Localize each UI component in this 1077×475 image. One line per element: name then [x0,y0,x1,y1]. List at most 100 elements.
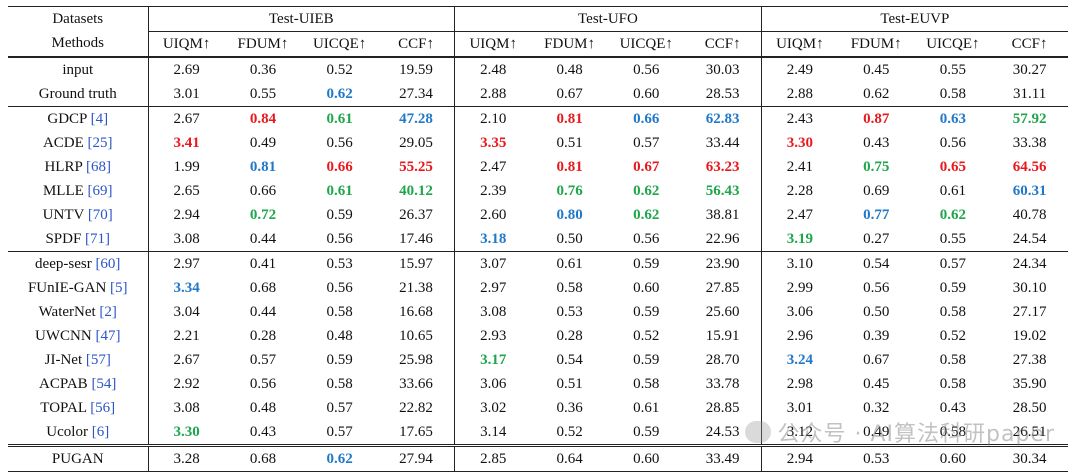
metric-value-cell: 3.01 [760,396,838,420]
metric-value-cell: 2.98 [760,372,838,396]
metric-value-cell: 2.65 [147,179,225,203]
table-row: deep-sesr [60] 2.97 0.41 0.53 15.97 3.07 0.61 0… [8,251,1068,276]
metric-value-cell: 3.41 [147,131,225,155]
metric-value-cell: 0.51 [556,134,583,151]
metric-value-cell: 3.07 [454,251,532,276]
metric-value-cell: 0.59 [633,423,660,440]
metric-value-cell: 0.55 [939,230,967,247]
metric-value-cell: 3.08 [147,227,225,252]
metric-value-cell: 0.56 [863,279,890,296]
group-header: Test-UFO [454,6,762,32]
metric-value-cell: 3.06 [454,372,532,396]
metric-value-cell: 0.56 [633,230,660,247]
method-name: GDCP [4] [8,106,148,131]
metric-value-cell: 17.65 [399,423,433,440]
metric-value-cell: 2.69 [147,56,225,82]
citation-link[interactable]: [6] [91,423,110,440]
metric-value-cell: 0.76 [556,182,583,199]
metric-value-cell: 30.03 [684,56,762,82]
metric-value-cell: 47.28 [377,106,455,131]
metric-value-cell: 2.39 [454,179,532,203]
metric-value-cell: 0.66 [249,182,277,199]
method-label: HLRP [44,158,87,175]
metric-value-cell: 0.36 [224,56,302,82]
metric-value-cell: 30.34 [991,444,1068,472]
metric-value-cell: 3.24 [760,348,838,372]
table-row: PUGAN 3.28 0.68 0.62 27.94 2.85 0.64 0.60 33.49 2… [8,444,1068,472]
metric-value-cell: 0.45 [837,56,915,82]
metric-value-cell: 3.06 [760,300,838,324]
citation-link[interactable]: [47] [95,327,121,344]
citation-link[interactable]: [5] [110,279,128,296]
metric-value-cell: 0.43 [863,134,890,151]
citation-link[interactable]: [71] [85,230,111,247]
metric-value-cell: 0.53 [556,303,583,320]
metric-header: UIQM↑ [147,31,225,57]
metric-value-cell: 0.59 [939,279,967,296]
metric-value-cell: 27.38 [1012,351,1047,368]
metric-value-cell: 2.21 [147,324,225,348]
metric-value-cell: 0.62 [326,85,353,102]
table-row: FUnIE-GAN [5] 3.34 0.68 0.56 21.38 2.97 0.58 0.… [8,276,1068,300]
group-header: Test-EUVP [760,6,1068,32]
table-row: GDCP [4] 2.67 0.84 0.61 47.28 2.10 0.81 0.66 62.… [8,106,1068,131]
metric-header: UIQM↑ [760,31,838,57]
metric-value-cell: 0.58 [939,85,967,102]
method-label: Ground truth [38,85,117,102]
metric-value-cell: 0.48 [249,399,277,416]
citation-link[interactable]: [4] [90,110,109,127]
citation-link[interactable]: [70] [87,206,113,223]
metric-value-cell: 0.55 [914,56,992,82]
metric-value-cell: 0.60 [914,444,992,472]
metric-value-cell: 24.54 [1012,230,1047,247]
metric-value-cell: 0.53 [301,251,378,276]
metric-value-cell: 0.72 [249,206,277,223]
metric-value-cell: 0.44 [249,230,277,247]
metric-value-cell: 25.98 [399,351,433,368]
metric-value-cell: 2.48 [454,56,532,82]
metric-value-cell: 2.41 [760,155,838,179]
metric-value-cell: 63.23 [705,158,740,175]
metric-value-cell: 0.69 [863,182,890,199]
citation-link[interactable]: [60] [95,255,121,272]
method-label: ACDE [42,134,88,151]
metric-value-cell: 16.68 [399,303,433,320]
metric-value-cell: 0.80 [556,206,583,223]
metric-value-cell: 2.97 [454,276,532,300]
metric-value-cell: 2.49 [760,56,838,82]
metric-header: CCF↑ [704,35,741,52]
citation-link[interactable]: [25] [87,134,113,151]
metric-value-cell: 3.34 [147,276,225,300]
metric-value-cell: 0.56 [607,56,685,82]
citation-link[interactable]: [56] [90,399,116,416]
metric-value-cell: 0.58 [633,375,660,392]
metric-value-cell: 40.12 [399,182,433,199]
citation-link[interactable]: [69] [87,182,113,199]
metric-value-cell: 62.83 [684,106,762,131]
metric-value-cell: 3.28 [147,444,225,472]
metric-value-cell: 64.56 [1012,158,1047,175]
group-header: Test-UIEB [147,6,455,32]
metric-value-cell: 0.54 [837,251,915,276]
metric-value-cell: 27.34 [399,85,433,102]
citation-link[interactable]: [54] [91,375,117,392]
metric-value-cell: 15.91 [705,327,740,344]
metric-value-cell: 0.56 [326,230,353,247]
metric-value-cell: 0.54 [556,351,583,368]
citation-link[interactable]: [68] [86,158,112,175]
method-name: FUnIE-GAN [5] [8,276,148,300]
metric-value-cell: 0.49 [249,134,277,151]
metric-value-cell: 2.43 [760,106,838,131]
metric-value-cell: 28.85 [705,399,740,416]
metric-value-cell: 57.92 [991,106,1068,131]
citation-link[interactable]: [57] [85,351,111,368]
method-label: GDCP [47,110,91,127]
metric-value-cell: 0.59 [633,351,660,368]
method-label: PUGAN [51,450,104,467]
metric-value-cell: 23.90 [684,251,762,276]
citation-link[interactable]: [2] [99,303,117,320]
metric-value-cell: 0.62 [633,182,660,199]
metric-value-cell: 2.67 [147,348,225,372]
metric-value-cell: 0.61 [939,182,967,199]
metric-value-cell: 2.88 [760,82,838,107]
